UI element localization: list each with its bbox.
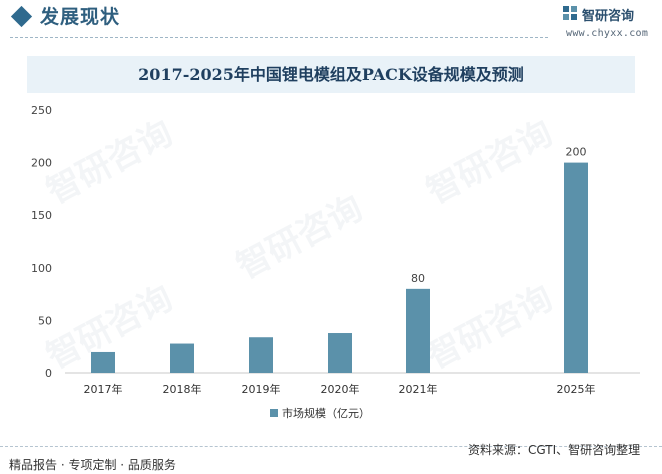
x-tick-label: 2017年: [84, 382, 123, 396]
data-label: 200: [566, 146, 587, 159]
data-source: 资料来源：CGTI、智研咨询整理: [468, 443, 641, 457]
y-tick-label: 200: [31, 157, 52, 170]
section-title: 发展现状: [40, 6, 121, 28]
y-tick-label: 250: [31, 104, 52, 117]
legend-label: 市场规模（亿元）: [282, 406, 370, 420]
chart-title-banner: 2017-2025年中国锂电模组及PACK设备规模及预测: [27, 56, 635, 93]
brand-logo-icon: [563, 6, 577, 20]
title-divider: [10, 37, 548, 39]
y-tick-label: 50: [38, 314, 52, 327]
y-tick-label: 100: [31, 262, 52, 275]
bar: [249, 337, 273, 373]
brand-name: 智研咨询: [582, 9, 635, 24]
y-tick-label: 150: [31, 209, 52, 222]
brand-url: www.chyxx.com: [566, 28, 649, 39]
x-tick-label: 2019年: [242, 382, 281, 396]
footer-slogan: 精品报告 · 专项定制 · 品质服务: [9, 458, 176, 472]
x-tick-label: 2020年: [321, 382, 360, 396]
legend-swatch: [270, 409, 278, 417]
bar: [328, 333, 352, 373]
y-tick-label: 0: [45, 367, 52, 380]
bar: [170, 343, 194, 373]
chart-title: 2017-2025年中国锂电模组及PACK设备规模及预测: [138, 65, 524, 84]
x-tick-label: 2025年: [557, 382, 596, 396]
x-tick-label: 2018年: [163, 382, 202, 396]
bar: [91, 351, 115, 373]
bar: [564, 162, 588, 373]
bar: [406, 288, 430, 373]
data-label: 80: [411, 272, 425, 285]
footer-divider: [0, 446, 662, 448]
x-tick-label: 2021年: [399, 382, 438, 396]
